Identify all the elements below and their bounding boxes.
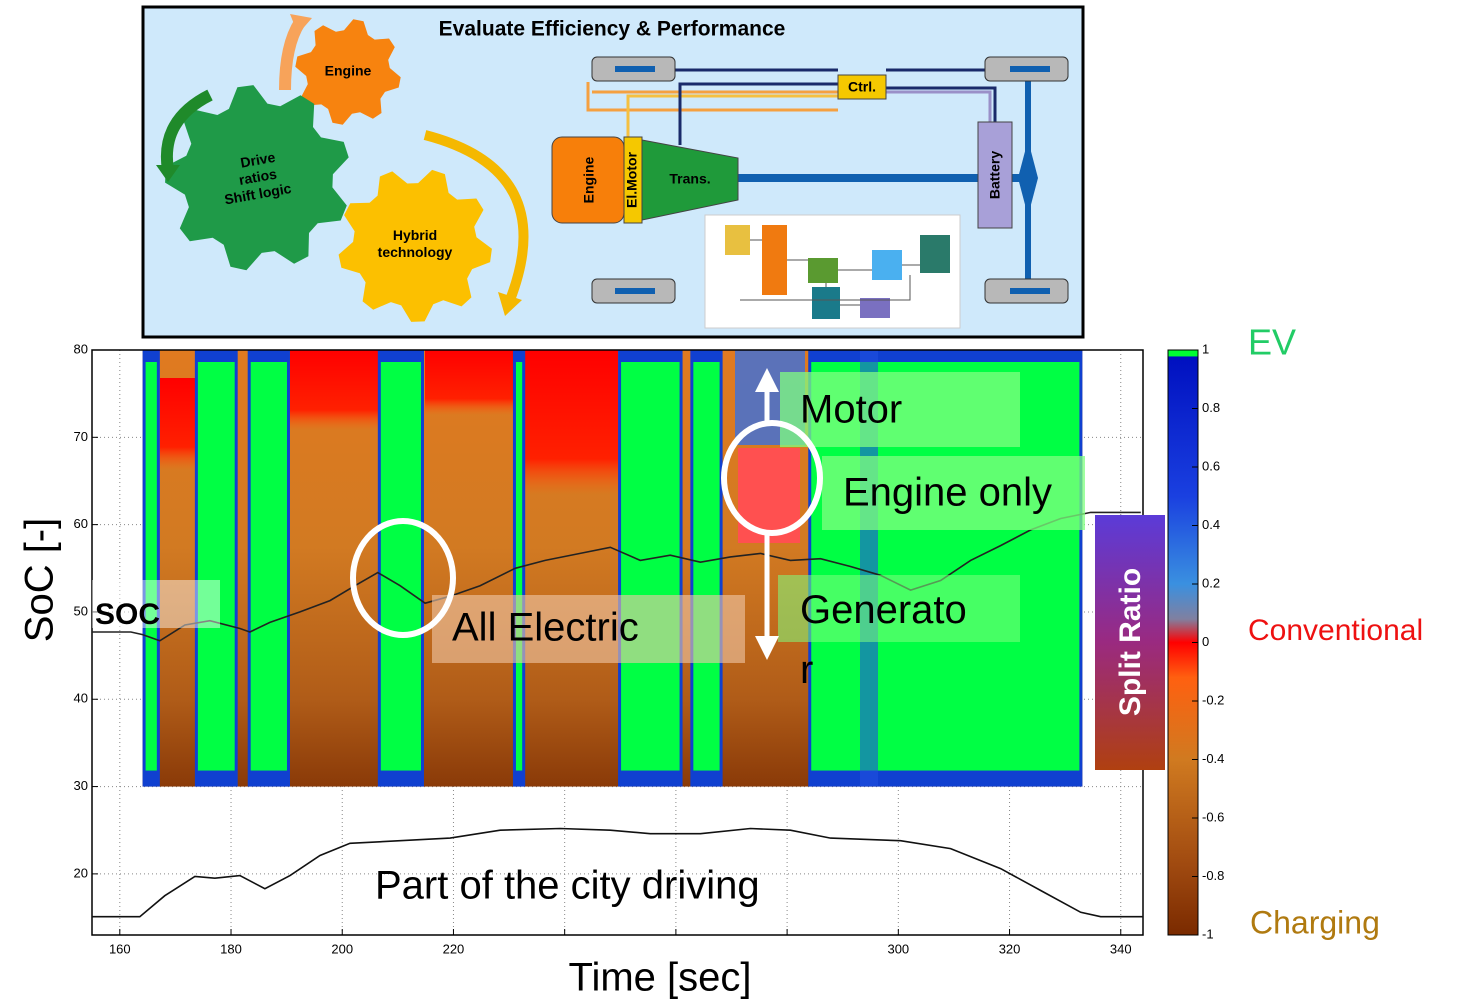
arrow <box>423 130 529 302</box>
x-tick-label: 220 <box>443 941 465 956</box>
series-line <box>92 827 1143 918</box>
highlight-circle <box>350 518 456 638</box>
y-tick-label: 80 <box>74 341 88 356</box>
x-tick-label: 340 <box>1110 941 1132 956</box>
y-tick-label: 40 <box>74 691 88 706</box>
engine-box-label: Engine <box>581 156 597 203</box>
colorbar-tick-label: 0.4 <box>1202 517 1220 532</box>
soc-label: SOC <box>95 598 160 631</box>
gear <box>338 169 492 322</box>
colorbar-title-box <box>1095 515 1165 770</box>
arrow-head <box>290 14 312 34</box>
ev-band <box>250 362 287 771</box>
city-annotation: Part of the city driving <box>375 864 760 908</box>
colorbar-tick-label: -0.2 <box>1202 692 1224 707</box>
colorbar-tick-label: -0.6 <box>1202 809 1224 824</box>
y-tick-label: 20 <box>74 865 88 880</box>
colorbar-tick-label: -1 <box>1202 926 1214 941</box>
y-tick-label: 70 <box>74 429 88 444</box>
colorbar-middle-label: Conventional <box>1248 614 1423 647</box>
gear <box>295 19 401 125</box>
motor-annotation: Motor <box>800 388 902 432</box>
diagram: Evaluate Efficiency & Performance Engine… <box>141 5 1085 339</box>
x-axis-label: Time [sec] <box>569 956 752 1000</box>
y-tick-label: 60 <box>74 516 88 531</box>
engine-zone <box>290 350 378 430</box>
engine-zone <box>425 350 513 415</box>
colorbar-tick-label: 0.6 <box>1202 458 1220 473</box>
colorbar-tick-label: 0.2 <box>1202 575 1220 590</box>
annotations: Motor Engine only Generato r All Electric… <box>18 322 1424 1000</box>
ev-band <box>145 362 157 771</box>
generator-line: r <box>800 648 813 692</box>
colorbar-tick-label: 0 <box>1202 634 1209 649</box>
ev-band <box>197 362 235 771</box>
arrow-head <box>498 292 522 316</box>
colorbar-tick-label: -0.4 <box>1202 751 1224 766</box>
trans-label: Trans. <box>669 171 710 187</box>
colorbar-tick-label: -0.8 <box>1202 868 1224 883</box>
highlight-circle <box>721 420 823 536</box>
annotation-box <box>780 372 1020 447</box>
ev-band <box>693 362 720 771</box>
gear-label: technology <box>378 244 453 260</box>
diagram-title: Evaluate Efficiency & Performance <box>439 18 786 41</box>
colorbar-tick-label: 0.8 <box>1202 400 1220 415</box>
annotation-box <box>92 580 220 628</box>
gear-label: Engine <box>325 63 372 79</box>
engine-only-annotation: Engine only <box>843 471 1052 515</box>
x-tick-label: 320 <box>999 941 1021 956</box>
x-tick-label: 180 <box>220 941 242 956</box>
annotation-box <box>778 575 1020 642</box>
y-axis-label: SoC [-] <box>18 518 62 642</box>
arrow-head <box>156 165 180 182</box>
gear-label: Drive <box>239 149 276 171</box>
colorbar-tick-label: 1 <box>1202 341 1209 356</box>
colorbar-top-label: EV <box>1248 322 1296 363</box>
colorbar-bottom-label: Charging <box>1250 904 1380 940</box>
battery-label: Battery <box>987 151 1003 199</box>
motor-label: El.Motor <box>624 151 640 208</box>
annotation-box <box>822 456 1085 530</box>
all-electric-annotation: All Electric <box>452 606 639 650</box>
gear <box>165 85 349 271</box>
engine-zone <box>160 378 195 470</box>
ev-band <box>515 362 523 771</box>
generator-line: Generato <box>800 588 967 632</box>
arrow <box>160 89 213 171</box>
x-tick-label: 160 <box>109 941 131 956</box>
x-tick-label: 300 <box>887 941 909 956</box>
y-tick-label: 50 <box>74 603 88 618</box>
engine-zone <box>525 350 618 495</box>
y-tick-label: 30 <box>74 778 88 793</box>
ctrl-label: Ctrl. <box>848 79 876 95</box>
gear-label: Hybrid <box>393 227 437 243</box>
generator-annotation: Generato r <box>800 588 967 692</box>
gear-label: ratios <box>238 165 279 187</box>
chart: 20 30 40 50 60 70 80 160 180 200 220 300 320 340 1 0.8 0… <box>74 341 1225 956</box>
annotation-box <box>432 595 745 663</box>
x-tick-label: 200 <box>331 941 353 956</box>
ev-band <box>621 362 680 771</box>
ev-band <box>380 362 421 771</box>
colorbar-title: Split Ratio <box>1114 568 1147 716</box>
powertrain-schematic <box>551 56 1069 329</box>
